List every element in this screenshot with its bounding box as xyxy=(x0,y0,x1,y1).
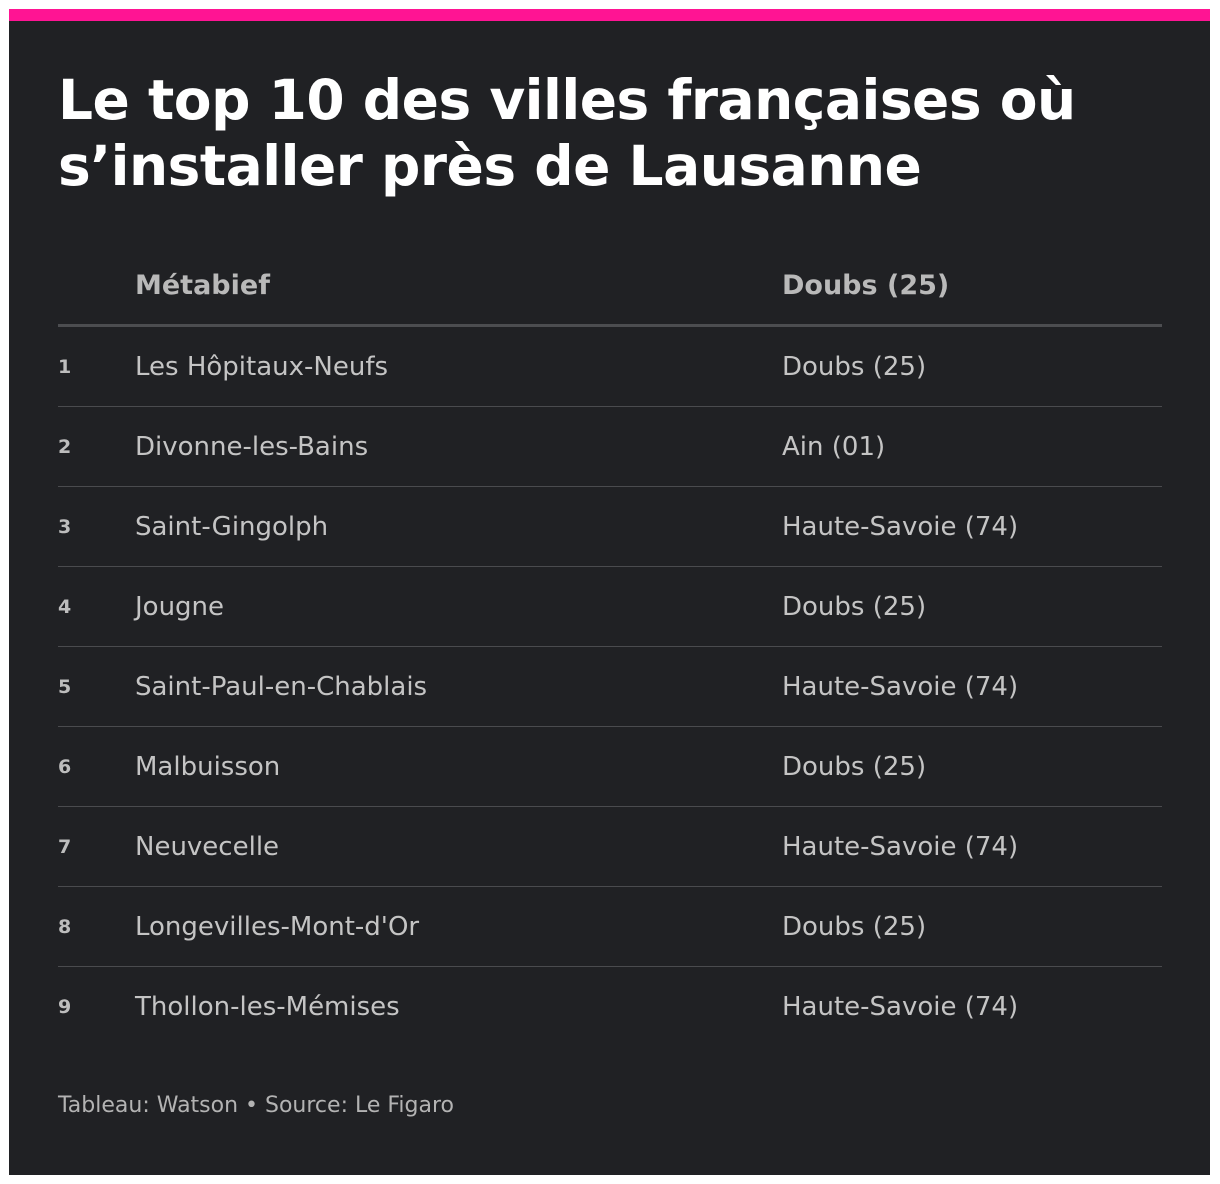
city-cell: Malbuisson xyxy=(135,751,281,782)
city-cell: Les Hôpitaux-Neufs xyxy=(135,351,389,382)
table-row: 7 Neuvecelle Haute-Savoie (74) xyxy=(58,807,1162,887)
department-cell: Doubs (25) xyxy=(782,751,927,782)
table-row: 9 Thollon-les-Mémises Haute-Savoie (74) xyxy=(58,967,1162,1046)
city-cell: Longevilles-Mont-d'Or xyxy=(135,911,420,942)
source-note: Tableau: Watson • Source: Le Figaro xyxy=(58,1093,454,1118)
rank-cell: 6 xyxy=(58,755,72,778)
department-cell: Haute-Savoie (74) xyxy=(782,671,1019,702)
table-row: 3 Saint-Gingolph Haute-Savoie (74) xyxy=(58,487,1162,567)
rank-cell: 5 xyxy=(58,675,72,698)
rank-cell: 8 xyxy=(58,915,72,938)
header-department-cell: Doubs (25) xyxy=(782,269,950,301)
department-cell: Haute-Savoie (74) xyxy=(782,831,1019,862)
department-cell: Doubs (25) xyxy=(782,351,927,382)
rank-cell: 3 xyxy=(58,515,72,538)
department-cell: Doubs (25) xyxy=(782,591,927,622)
table-card: Le top 10 des villes françaises où s’ins… xyxy=(9,9,1210,1175)
rank-cell: 1 xyxy=(58,355,72,378)
table-row: 4 Jougne Doubs (25) xyxy=(58,567,1162,647)
table-header-row: Métabief Doubs (25) xyxy=(58,246,1162,327)
city-cell: Divonne-les-Bains xyxy=(135,431,369,462)
city-cell: Thollon-les-Mémises xyxy=(135,991,400,1022)
table-row: 5 Saint-Paul-en-Chablais Haute-Savoie (7… xyxy=(58,647,1162,727)
page-title: Le top 10 des villes françaises où s’ins… xyxy=(58,68,1076,198)
table-row: 2 Divonne-les-Bains Ain (01) xyxy=(58,407,1162,487)
department-cell: Haute-Savoie (74) xyxy=(782,511,1019,542)
rank-cell: 2 xyxy=(58,435,72,458)
city-cell: Saint-Gingolph xyxy=(135,511,329,542)
table-row: 1 Les Hôpitaux-Neufs Doubs (25) xyxy=(58,327,1162,407)
city-cell: Jougne xyxy=(135,591,225,622)
rank-cell: 7 xyxy=(58,835,72,858)
table-row: 6 Malbuisson Doubs (25) xyxy=(58,727,1162,807)
city-cell: Neuvecelle xyxy=(135,831,280,862)
department-cell: Doubs (25) xyxy=(782,911,927,942)
department-cell: Haute-Savoie (74) xyxy=(782,991,1019,1022)
department-cell: Ain (01) xyxy=(782,431,886,462)
rank-cell: 4 xyxy=(58,595,72,618)
city-cell: Saint-Paul-en-Chablais xyxy=(135,671,428,702)
accent-bar xyxy=(9,9,1210,21)
table-row: 8 Longevilles-Mont-d'Or Doubs (25) xyxy=(58,887,1162,967)
ranking-table: Métabief Doubs (25) 1 Les Hôpitaux-Neufs… xyxy=(58,246,1162,1046)
header-city-cell: Métabief xyxy=(135,269,270,301)
rank-cell: 9 xyxy=(58,995,72,1018)
